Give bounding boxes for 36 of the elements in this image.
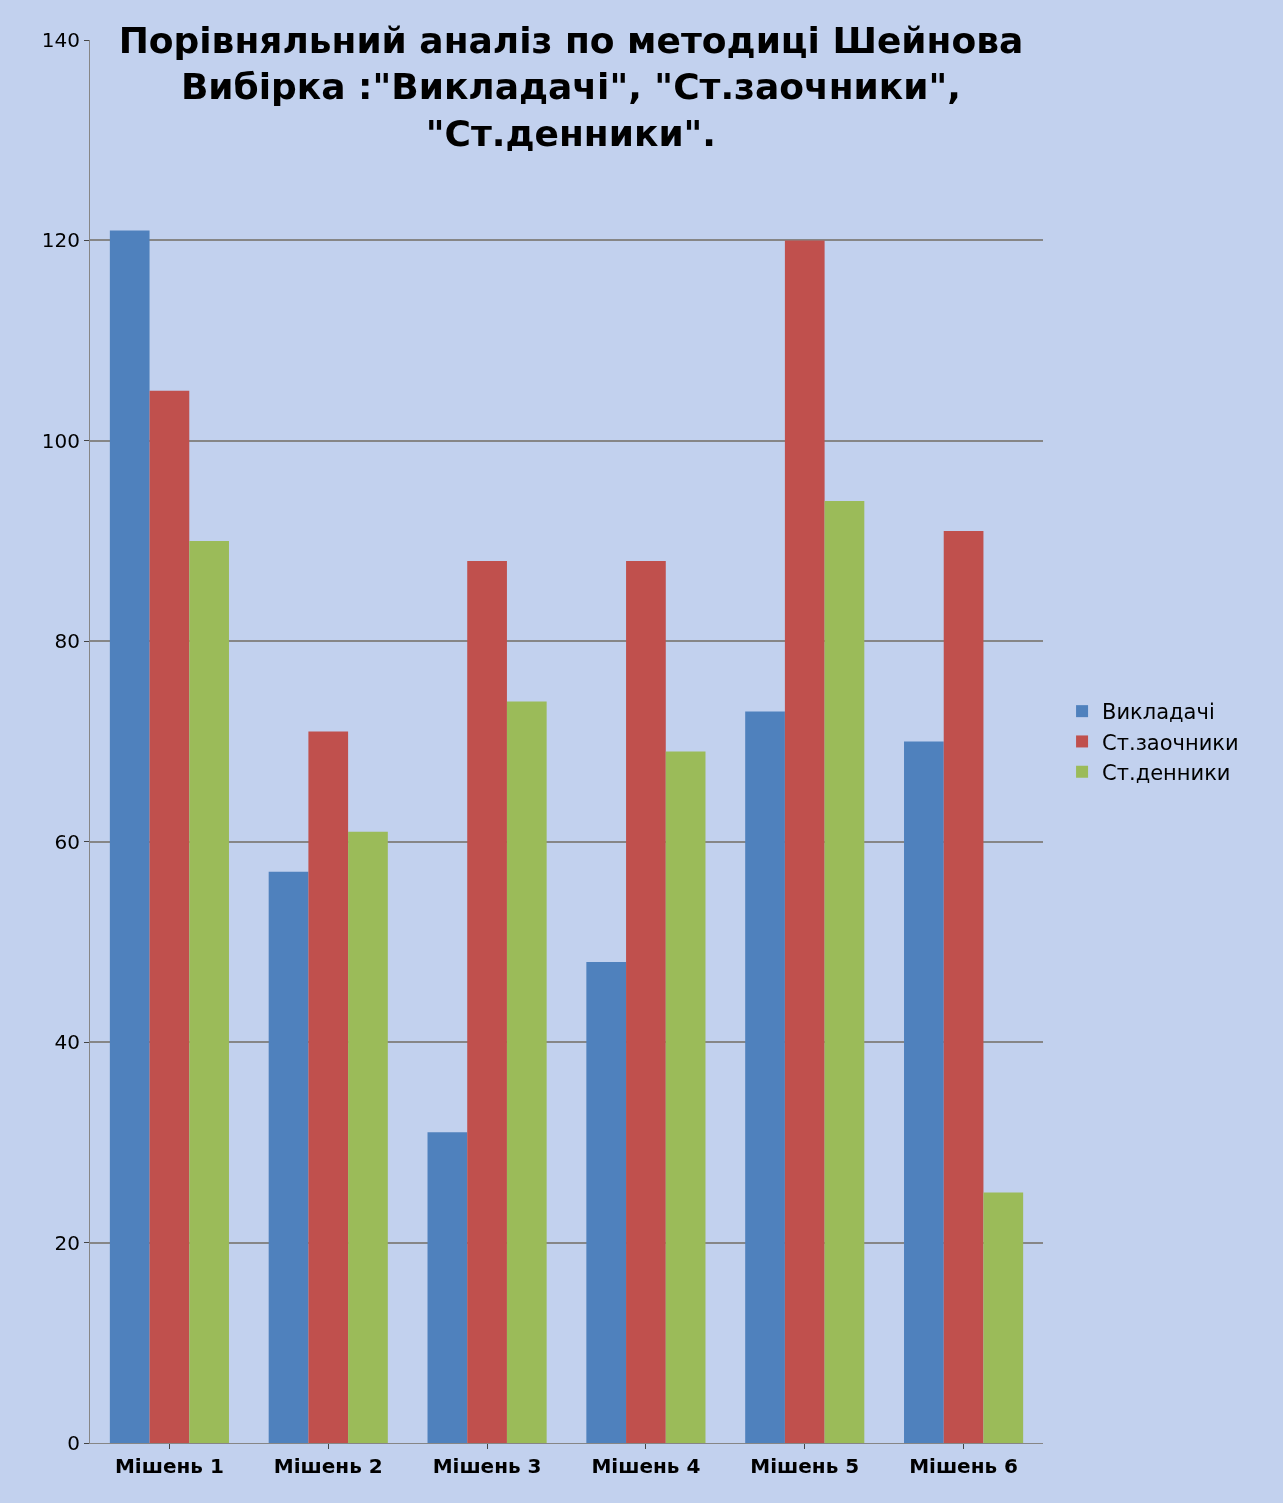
bar xyxy=(109,230,150,1443)
x-tick-label: Мішень 2 xyxy=(273,1454,383,1478)
bar xyxy=(308,731,349,1443)
bar xyxy=(467,561,507,1443)
x-tick-label: Мішень 6 xyxy=(909,1454,1019,1478)
y-tick-label: 120 xyxy=(41,228,80,253)
bar xyxy=(904,741,944,1443)
x-tick-label: Мішень 4 xyxy=(591,1454,701,1478)
y-tick-label: 100 xyxy=(41,428,80,453)
bar xyxy=(586,961,627,1443)
y-tick-label: 60 xyxy=(54,829,80,854)
bar xyxy=(745,711,785,1443)
bar xyxy=(665,751,706,1443)
bar xyxy=(983,1192,1024,1443)
bar xyxy=(506,701,547,1443)
bar xyxy=(268,871,309,1443)
text: Порівняльний аналіз по методиці Шейнова Вибірка :"Викладачі", "Ст.заочники", "Ст.денники". xyxy=(118,19,1024,155)
bar xyxy=(149,390,190,1443)
y-tick-label: 0 xyxy=(67,1431,80,1455)
bar xyxy=(784,240,825,1443)
bar xyxy=(626,561,666,1443)
x-tick-label: Мішень 5 xyxy=(750,1454,860,1478)
y-tick-label: 140 xyxy=(41,28,80,52)
legend-label: Ст.заочники xyxy=(1102,730,1239,755)
bar xyxy=(427,1132,468,1443)
y-tick-label: 20 xyxy=(54,1230,80,1255)
bar xyxy=(348,831,388,1443)
bar xyxy=(189,541,229,1443)
legend-label: Викладачі xyxy=(1102,700,1215,725)
y-tick-label: 80 xyxy=(54,629,80,654)
x-tick-label: Мішень 1 xyxy=(114,1454,224,1478)
bar xyxy=(824,500,865,1443)
bar xyxy=(943,531,984,1443)
legend-label: Ст.денники xyxy=(1102,760,1231,785)
y-tick-label: 40 xyxy=(54,1030,80,1055)
x-tick-label: Мішень 3 xyxy=(432,1454,542,1478)
